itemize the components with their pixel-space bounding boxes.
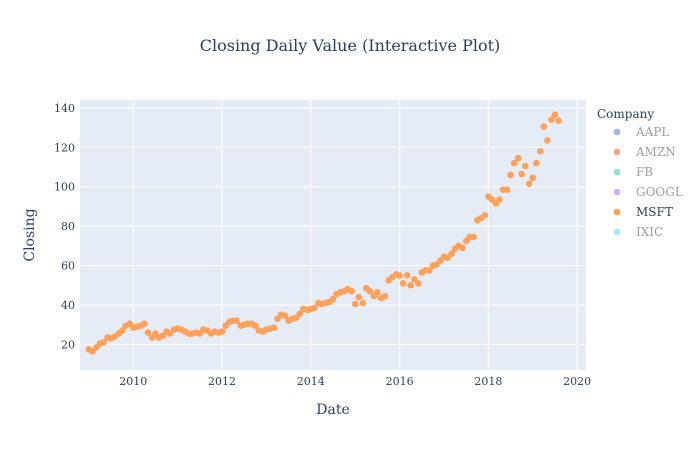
data-point [548,116,555,124]
y-tick-label: 80 [61,220,75,233]
legend-label: GOOGL [636,185,683,199]
legend-item-aapl[interactable]: AAPL [613,125,670,139]
x-tick-label: 2014 [297,375,325,388]
data-point [481,211,489,219]
data-point [270,324,278,331]
x-tick-label: 2012 [208,375,236,388]
data-point [374,288,381,296]
y-tick-label: 20 [61,338,75,351]
data-point [252,322,259,329]
data-point [355,293,363,301]
data-point [351,300,359,308]
data-point [399,279,407,287]
legend-marker [613,128,621,136]
y-axis-title: Closing [22,208,38,261]
y-axis-ticks: 20 40 60 80 100 120 140 [54,102,75,351]
y-tick-label: 60 [61,260,75,273]
x-tick-label: 2018 [474,375,502,388]
data-point [426,267,433,274]
data-point [448,250,455,258]
x-axis-title: Date [316,402,349,418]
legend-label: MSFT [636,205,673,219]
data-point [514,154,522,162]
data-point [311,304,318,312]
data-point [403,272,411,279]
legend-item-ixic[interactable]: IXIC [613,225,664,239]
data-point [348,287,355,295]
x-axis-ticks: 2010 2012 2014 2016 2018 2020 [119,375,591,388]
legend-title: Company [597,107,654,121]
data-point [555,117,562,124]
legend-item-msft[interactable]: MSFT [613,205,673,219]
data-point [218,328,226,335]
data-point [544,137,551,144]
data-point [536,147,544,155]
gridlines [80,100,586,370]
x-tick-label: 2020 [563,375,591,388]
data-points [85,111,562,355]
data-point [118,327,126,334]
legend-marker [613,148,621,156]
legend-label: FB [636,165,653,179]
legend-label: IXIC [636,225,663,239]
data-point [281,312,289,320]
data-point [329,295,337,303]
data-point [507,171,514,179]
legend-label: AAPL [635,125,669,139]
data-point [529,174,537,182]
legend-item-amzn[interactable]: AMZN [613,145,676,159]
data-point [296,310,304,318]
legend-item-fb[interactable]: FB [613,165,654,179]
plot-area[interactable] [80,100,586,370]
data-point [521,162,529,170]
y-tick-label: 40 [61,299,75,312]
data-point [459,244,466,252]
x-tick-label: 2010 [119,375,147,388]
y-tick-label: 120 [54,141,75,154]
data-point [525,180,533,188]
legend-label: AMZN [635,145,676,159]
legend-marker [613,208,621,216]
data-point [414,279,422,287]
y-tick-label: 100 [54,181,75,194]
data-point [540,123,548,130]
data-point [518,170,525,178]
data-point [141,320,148,327]
data-point [381,292,389,300]
legend-marker [613,188,621,196]
data-point [496,196,503,203]
data-point [503,186,511,193]
data-point [359,299,367,307]
y-tick-label: 140 [54,102,75,115]
legend-marker [613,228,621,236]
data-point [233,317,240,325]
data-point [144,329,152,336]
data-point [510,159,518,167]
x-tick-label: 2016 [386,375,414,388]
chart-title: Closing Daily Value (Interactive Plot) [200,36,501,55]
data-point [100,339,107,346]
legend: Company AAPL AMZN FB GOOGL MSFT IXIC [597,107,683,239]
data-point [407,281,414,289]
data-point [396,272,403,279]
data-point [366,287,374,295]
data-point [551,111,559,119]
legend-item-googl[interactable]: GOOGL [613,185,683,199]
legend-marker [613,168,621,176]
data-point [470,233,478,241]
data-point [532,159,540,167]
